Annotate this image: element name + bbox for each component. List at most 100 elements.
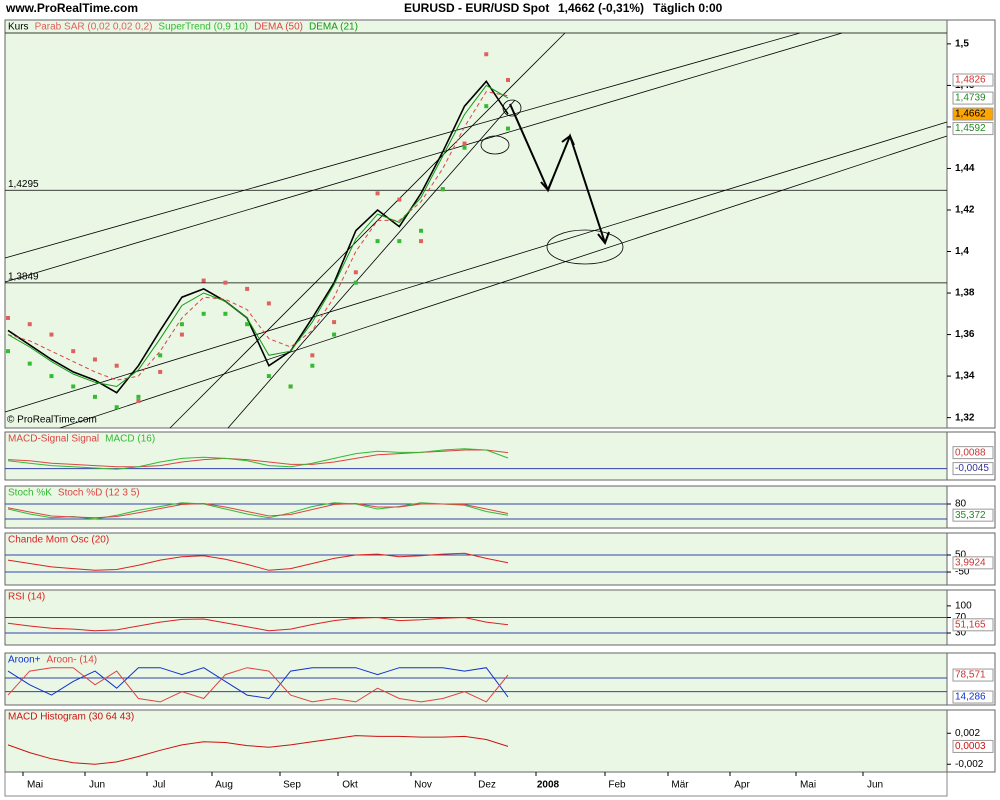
y-tick-label: 1,44 [955,163,975,174]
sar-dot [440,187,445,192]
sar-dot [71,349,76,354]
price-tag-label: 35,372 [955,510,986,521]
annotation-line [169,32,566,429]
annotations [4,32,948,429]
legend-entry: Chande Mom Osc (20) [8,535,109,546]
level-label: 1,3849 [8,272,39,283]
sar-dot [92,394,97,399]
sar-dot [419,239,424,244]
y-tick-label: 100 [955,601,972,612]
price-tag [952,618,994,632]
legend-entry: Stoch %D (12 3 5) [58,488,140,499]
price-tag [952,556,994,570]
price-tag [952,690,994,704]
sar-dot [353,270,358,275]
legend-entry: MACD Histogram (30 64 43) [8,712,134,723]
price-tag-label: -0,0045 [955,463,989,474]
sar-dot [332,332,337,337]
legend-entry: DEMA (50) [254,22,303,33]
series-line [7,502,509,519]
x-tick-label: Apr [734,780,750,791]
legend-entry: Aroon+ [8,655,41,666]
sar-dot [462,141,467,146]
axis-background [946,19,996,429]
series-line [7,667,509,700]
y-tick-label: 1,38 [955,288,975,299]
x-tick-label: Mär [671,780,689,791]
axis-background [946,589,996,646]
sar-dot [27,361,32,366]
x-tick-label: Sep [283,780,301,791]
series-line [7,667,509,703]
sar-dot [397,197,402,202]
sar-dot [506,126,510,131]
level-label: 1,4295 [8,179,39,190]
y-tick-label: 1,4 [955,246,969,257]
annotation-line [4,32,843,283]
price-tag [952,462,994,476]
y-tick-label: 1,34 [955,371,975,382]
sar-dot [245,286,250,291]
sar-dot [484,104,489,109]
price-tag-label: 1,4739 [955,93,986,104]
price-tag [952,739,994,753]
sar-dot [201,311,206,316]
sar-dot [27,322,32,327]
sar-dot [179,322,184,327]
series-line [7,552,509,571]
sar-dot [158,369,163,374]
y-tick-label: 50 [955,550,967,561]
sar-dot [92,357,97,362]
y-tick-label: 1,42 [955,205,975,216]
series-line [7,616,509,632]
y-tick-label: 0,002 [955,728,980,739]
price-tag [952,508,994,522]
sar-dot [266,374,271,379]
sar-dot [6,315,10,320]
sar-dot [375,239,380,244]
legend-entry: RSI (14) [8,592,45,603]
sar-dot [201,278,206,283]
x-tick-label: Jun [89,780,105,791]
x-tick-label: Mai [27,780,43,791]
y-tick-label: -0,002 [955,759,984,770]
price-tag-label: 1,4826 [955,75,986,86]
sar-dot [114,363,119,368]
sar-dot [484,52,489,57]
series-line [7,448,509,470]
sar-dot [136,399,141,404]
y-tick-label: 70 [955,612,967,623]
period: Täglich 0:00 [653,1,723,15]
x-tick-label: Mai [800,780,816,791]
sar-dot [397,239,402,244]
sar-dot [158,353,163,358]
sar-dot [71,384,76,389]
sar-dot [49,374,54,379]
series-line [7,79,509,394]
series-line [7,84,509,388]
sar-dot [375,191,380,196]
y-tick-label: 1,32 [955,412,975,423]
panel-background [4,19,948,429]
sar-dot [49,332,54,337]
quote: 1,4662 (-0,31%) [558,1,644,15]
sar-dot [223,311,228,316]
legend-entry: MACD-Signal Signal [8,434,99,445]
annotation-ellipse [480,135,510,155]
sar-dot [266,301,271,306]
x-tick-label: Feb [608,780,626,791]
price-tag-label: 3,9924 [955,557,986,568]
price-tag [952,668,994,682]
y-tick-label: 80 [955,499,967,510]
price-tag [952,107,994,121]
sar-dot [245,322,250,327]
panel-background [4,709,948,773]
panel-background [4,652,948,706]
x-axis-area [4,771,948,797]
annotation-line [4,121,948,413]
y-tick-label: 1,36 [955,329,975,340]
price-tag-label: 51,165 [955,619,986,630]
sar-dot [419,228,424,233]
sar-dot [506,78,510,83]
